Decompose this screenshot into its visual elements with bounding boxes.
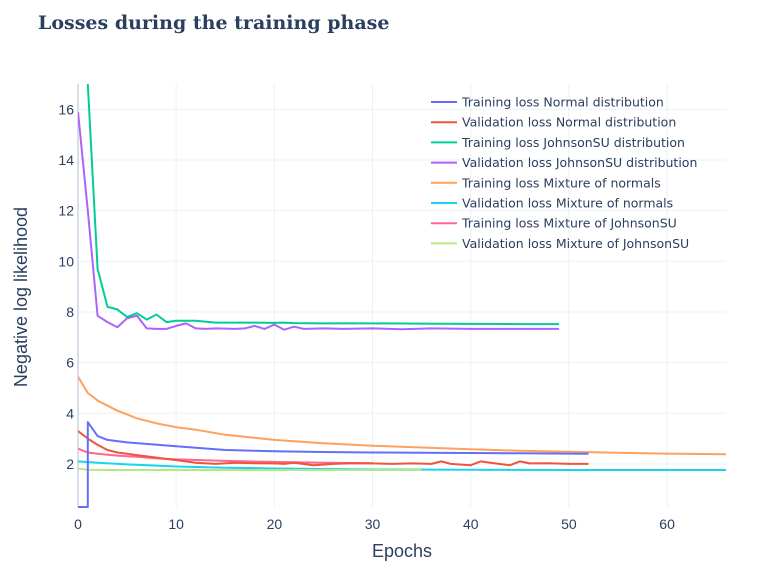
legend-item[interactable]: Training loss Mixture of JohnsonSU <box>431 216 677 231</box>
chart-grid <box>77 84 726 507</box>
series-line-5 <box>78 460 726 471</box>
legend-item[interactable]: Training loss JohnsonSU distribution <box>431 135 685 150</box>
y-tick-label: 16 <box>58 101 74 117</box>
x-tick-label: 10 <box>168 516 184 532</box>
legend-label: Training loss Mixture of normals <box>461 175 661 190</box>
legend-label: Validation loss Mixture of JohnsonSU <box>462 236 689 251</box>
x-tick-label: 40 <box>463 516 479 532</box>
series-line-7 <box>78 467 422 471</box>
series-line-0 <box>78 421 589 508</box>
x-tick-label: 30 <box>365 516 381 532</box>
y-tick-label: 8 <box>66 304 74 320</box>
legend[interactable]: Training loss Normal distribution Validat… <box>431 95 697 251</box>
x-tick-label: 0 <box>74 516 82 532</box>
y-tick-label: 10 <box>58 253 74 269</box>
legend-label: Training loss Mixture of JohnsonSU <box>461 216 677 231</box>
y-tick-label: 14 <box>58 152 74 168</box>
legend-label: Validation loss Mixture of normals <box>462 196 673 211</box>
legend-item[interactable]: Validation loss JohnsonSU distribution <box>431 155 697 170</box>
legend-label: Validation loss JohnsonSU distribution <box>462 155 697 170</box>
x-tick-label: 20 <box>267 516 283 532</box>
legend-item[interactable]: Validation loss Mixture of JohnsonSU <box>431 236 689 251</box>
legend-item[interactable]: Training loss Normal distribution <box>431 95 664 110</box>
series-line-2 <box>86 83 560 326</box>
series-line-3 <box>78 111 560 331</box>
x-axis-title: Epochs <box>372 541 432 561</box>
x-tick-label: 60 <box>659 516 675 532</box>
x-tick-label: 50 <box>561 516 577 532</box>
series-lines <box>78 83 726 508</box>
series-line-4 <box>78 376 726 456</box>
y-tick-label: 4 <box>66 405 74 421</box>
y-tick-label: 12 <box>58 203 74 219</box>
legend-label: Training loss JohnsonSU distribution <box>461 135 685 150</box>
legend-item[interactable]: Validation loss Mixture of normals <box>431 196 673 211</box>
page-title: Losses during the training phase <box>38 12 390 34</box>
series-line-1 <box>78 430 589 467</box>
x-tick-labels: 0 10 20 30 40 50 60 <box>74 516 675 532</box>
legend-item[interactable]: Validation loss Normal distribution <box>431 115 676 130</box>
legend-label: Validation loss Normal distribution <box>462 115 676 130</box>
legend-label: Training loss Normal distribution <box>461 95 664 110</box>
y-axis-title: Negative log likelihood <box>11 207 31 387</box>
y-tick-labels: 2 4 6 8 10 12 14 16 <box>58 101 74 472</box>
legend-item[interactable]: Training loss Mixture of normals <box>431 175 661 190</box>
y-tick-label: 2 <box>66 456 74 472</box>
y-tick-label: 6 <box>66 355 74 371</box>
